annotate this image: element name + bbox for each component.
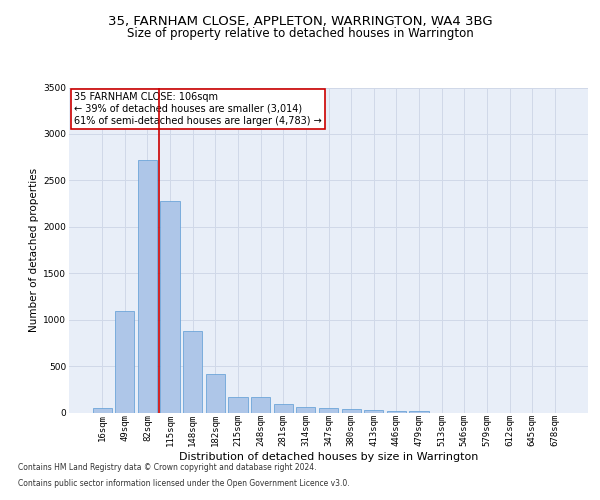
Text: Size of property relative to detached houses in Warrington: Size of property relative to detached ho… xyxy=(127,28,473,40)
Bar xyxy=(115,312,134,412)
Text: 35 FARNHAM CLOSE: 106sqm
← 39% of detached houses are smaller (3,014)
61% of sem: 35 FARNHAM CLOSE: 106sqm ← 39% of detach… xyxy=(74,92,322,126)
Bar xyxy=(296,407,316,412)
Bar xyxy=(229,396,248,412)
Bar xyxy=(160,201,180,412)
Y-axis label: Number of detached properties: Number of detached properties xyxy=(29,168,39,332)
Bar xyxy=(138,160,157,412)
X-axis label: Distribution of detached houses by size in Warrington: Distribution of detached houses by size … xyxy=(179,452,478,462)
Bar xyxy=(409,411,428,412)
Text: Contains public sector information licensed under the Open Government Licence v3: Contains public sector information licen… xyxy=(18,478,350,488)
Bar xyxy=(251,396,270,412)
Bar xyxy=(387,410,406,412)
Bar xyxy=(274,404,293,412)
Text: Contains HM Land Registry data © Crown copyright and database right 2024.: Contains HM Land Registry data © Crown c… xyxy=(18,464,317,472)
Bar xyxy=(341,409,361,412)
Text: 35, FARNHAM CLOSE, APPLETON, WARRINGTON, WA4 3BG: 35, FARNHAM CLOSE, APPLETON, WARRINGTON,… xyxy=(107,15,493,28)
Bar xyxy=(92,408,112,412)
Bar xyxy=(319,408,338,412)
Bar xyxy=(206,374,225,412)
Bar xyxy=(364,410,383,412)
Bar xyxy=(183,331,202,412)
